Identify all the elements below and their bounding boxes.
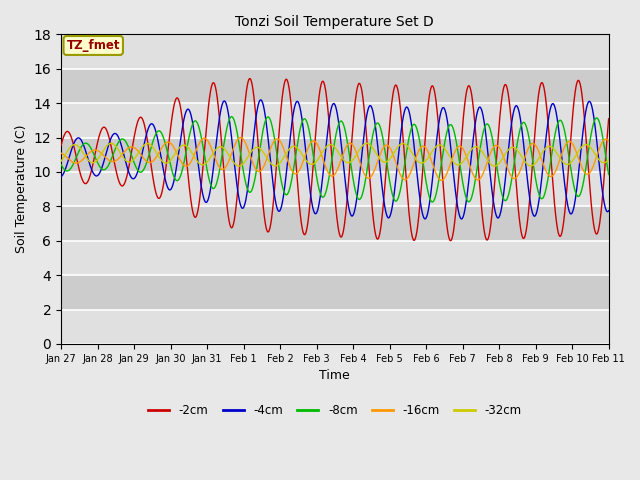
- Title: Tonzi Soil Temperature Set D: Tonzi Soil Temperature Set D: [236, 15, 434, 29]
- -8cm: [228, 114, 236, 120]
- -16cm: [605, 138, 612, 144]
- -8cm: [540, 192, 548, 198]
- Line: -4cm: -4cm: [61, 100, 609, 219]
- -8cm: [429, 199, 436, 205]
- -32cm: [57, 158, 65, 164]
- Y-axis label: Soil Temperature (C): Soil Temperature (C): [15, 125, 28, 253]
- Line: -8cm: -8cm: [61, 117, 609, 202]
- -16cm: [179, 161, 187, 167]
- -4cm: [257, 97, 265, 103]
- -4cm: [240, 204, 248, 209]
- -4cm: [166, 187, 173, 193]
- X-axis label: Time: Time: [319, 369, 350, 382]
- -4cm: [420, 215, 428, 221]
- -4cm: [179, 122, 187, 128]
- Bar: [61, 206, 609, 241]
- -32cm: [179, 142, 187, 148]
- -32cm: [240, 160, 248, 166]
- Bar: [61, 310, 609, 344]
- -32cm: [491, 163, 499, 169]
- Bar: [61, 172, 609, 206]
- -16cm: [492, 143, 500, 148]
- -32cm: [420, 159, 428, 165]
- -8cm: [420, 166, 428, 172]
- -4cm: [605, 208, 612, 214]
- -16cm: [166, 140, 173, 145]
- -2cm: [246, 76, 253, 82]
- -8cm: [605, 172, 612, 178]
- -32cm: [363, 141, 371, 146]
- -32cm: [605, 157, 612, 163]
- -2cm: [57, 143, 65, 148]
- -8cm: [179, 165, 187, 171]
- -32cm: [540, 147, 548, 153]
- Line: -2cm: -2cm: [61, 79, 609, 240]
- -2cm: [492, 162, 500, 168]
- Legend: -2cm, -4cm, -8cm, -16cm, -32cm: -2cm, -4cm, -8cm, -16cm, -32cm: [143, 399, 526, 422]
- Bar: [61, 35, 609, 69]
- -2cm: [179, 120, 187, 126]
- -8cm: [241, 174, 248, 180]
- -16cm: [438, 178, 445, 183]
- -16cm: [57, 150, 65, 156]
- -16cm: [237, 134, 244, 140]
- -32cm: [492, 163, 500, 168]
- -32cm: [166, 158, 173, 164]
- -2cm: [605, 116, 612, 122]
- -4cm: [540, 151, 548, 156]
- -16cm: [420, 144, 428, 149]
- Bar: [61, 241, 609, 275]
- Bar: [61, 138, 609, 172]
- -2cm: [540, 86, 548, 92]
- Bar: [61, 69, 609, 103]
- -8cm: [57, 162, 65, 168]
- -2cm: [420, 149, 428, 155]
- -2cm: [166, 134, 173, 140]
- Text: TZ_fmet: TZ_fmet: [67, 39, 120, 52]
- -8cm: [492, 158, 500, 164]
- Bar: [61, 275, 609, 310]
- -4cm: [458, 216, 465, 222]
- Line: -16cm: -16cm: [61, 137, 609, 180]
- -4cm: [57, 174, 65, 180]
- -4cm: [492, 212, 500, 217]
- -2cm: [447, 238, 454, 243]
- -16cm: [241, 138, 248, 144]
- -16cm: [540, 164, 548, 170]
- -8cm: [166, 158, 173, 164]
- -2cm: [240, 109, 248, 115]
- Bar: [61, 103, 609, 138]
- Line: -32cm: -32cm: [61, 144, 609, 166]
